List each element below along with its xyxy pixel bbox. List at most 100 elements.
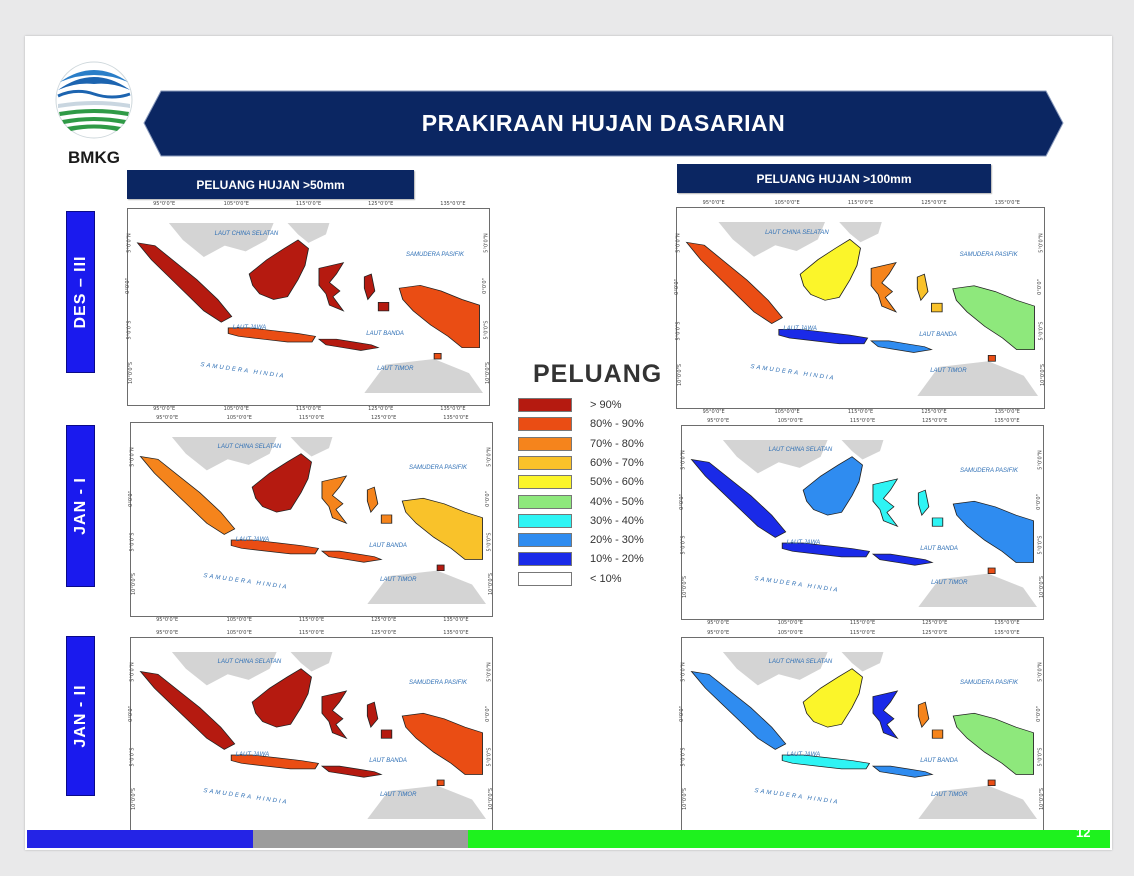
lat-tick-label: 10°0'0"S <box>485 361 492 384</box>
lon-tick-label: 95°0'0"E <box>707 620 730 626</box>
lat-tick-label: 5°0'0"N <box>680 450 687 470</box>
lat-tick-label: 10°0'0"S <box>1040 363 1047 387</box>
neighbor-land <box>917 361 1038 396</box>
map-jan-i-100mm: 95°0'0"E 105°0'0"E 115°0'0"E 125°0'0"E 135°0… <box>678 418 1045 626</box>
lon-ticks: 95°0'0"E 105°0'0"E 115°0'0"E 125°0'0"E 135°0… <box>128 406 489 414</box>
lat-tick-label: 5°0'0"N <box>680 662 687 682</box>
legend-label: 60% - 70% <box>590 456 644 469</box>
lon-tick-label: 105°0'0"E <box>777 418 803 424</box>
lon-tick-label: 135°0'0"E <box>440 201 466 207</box>
island <box>799 238 861 301</box>
page-title: PRAKIRAAN HUJAN DASARIAN <box>421 110 786 136</box>
lon-tick-label: 125°0'0"E <box>371 630 397 636</box>
map-jan-ii-50mm: 95°0'0"E 105°0'0"E 115°0'0"E 125°0'0"E 135°0… <box>127 630 496 838</box>
footer-bar-green <box>468 830 1110 848</box>
lon-tick-label: 125°0'0"E <box>371 415 397 421</box>
island <box>251 453 312 513</box>
sea-label: LAUT TIMOR <box>931 792 968 799</box>
lat-tick-label: 0°0'0" <box>1035 706 1042 723</box>
neighbor-land <box>918 785 1037 819</box>
lat-tick-label: 5°0'0"N <box>483 233 490 254</box>
lat-tick-label: 5°0'0"S <box>129 532 136 552</box>
lat-tick-label: 5°0'0"S <box>680 747 687 767</box>
lat-tick-label: 0°0'0" <box>127 706 134 723</box>
neighbor-land <box>287 223 330 243</box>
island <box>398 284 480 349</box>
lon-tick-label: 115°0'0"E <box>849 418 876 424</box>
lat-tick-label: 5°0'0"N <box>486 447 493 467</box>
legend-item: > 90% <box>518 398 663 413</box>
lat-tick-label: 5°0'0"S <box>129 747 136 767</box>
lon-tick-label: 135°0'0"E <box>994 418 1020 424</box>
island <box>136 242 233 323</box>
lat-ticks: 5°0'0"N 0°0'0" 5°0'0"S 10°0'0"S <box>485 638 496 831</box>
legend-item: 60% - 70% <box>518 455 663 471</box>
sea-label: LAUT BANDA <box>366 330 404 337</box>
lat-tick-label: 10°0'0"S <box>488 788 495 811</box>
lat-ticks: 5°0'0"N 0°0'0" 5°0'0"S 10°0'0"S <box>678 638 690 831</box>
lon-ticks: 95°0'0"E 105°0'0"E 115°0'0"E 125°0'0"E 135°0… <box>682 418 1043 426</box>
island <box>987 779 996 786</box>
lat-tick-label: 5°0'0"S <box>486 532 493 552</box>
lon-tick-label: 105°0'0"E <box>226 617 252 623</box>
island <box>781 754 871 770</box>
lat-tick-label: 0°0'0" <box>673 279 680 295</box>
island <box>916 273 943 313</box>
lat-tick-label: 0°0'0" <box>678 494 685 511</box>
lon-tick-label: 115°0'0"E <box>847 200 874 206</box>
lon-tick-label: 115°0'0"E <box>298 630 325 636</box>
island <box>436 564 445 571</box>
lon-tick-label: 125°0'0"E <box>368 201 394 207</box>
legend-label: 10% - 20% <box>590 553 644 566</box>
sea-label: LAUT BANDA <box>920 545 958 552</box>
legend-item: 10% - 20% <box>518 552 663 567</box>
lon-tick-label: 105°0'0"E <box>226 630 252 636</box>
neighbor-land <box>841 652 884 672</box>
island <box>685 241 784 324</box>
bmkg-logo: BMKG <box>52 60 136 180</box>
legend-item: 70% - 80% <box>518 436 663 452</box>
sea-label: LAUT BANDA <box>920 757 958 764</box>
legend-swatch <box>518 398 572 412</box>
legend-swatch <box>518 494 572 509</box>
lat-tick-label: 5°0'0"N <box>1037 450 1044 470</box>
map-canvas <box>690 652 1037 819</box>
neighbor-land <box>367 785 486 819</box>
lat-tick-label: 5°0'0"S <box>483 320 490 340</box>
map-jan-ii-100mm: 95°0'0"E 105°0'0"E 115°0'0"E 125°0'0"E 135°0… <box>678 630 1045 838</box>
lon-tick-label: 95°0'0"E <box>702 200 725 206</box>
lat-tick-label: 0°0'0" <box>1035 494 1042 511</box>
lat-tick-label: 0°0'0" <box>127 491 134 508</box>
lat-tick-label: 5°0'0"S <box>1037 535 1044 555</box>
lat-tick-label: 5°0'0"N <box>1038 233 1045 253</box>
lon-tick-label: 135°0'0"E <box>443 415 469 421</box>
island <box>917 701 944 739</box>
lon-ticks: 95°0'0"E 105°0'0"E 115°0'0"E 125°0'0"E 135°0… <box>677 200 1044 208</box>
island <box>320 550 383 563</box>
sea-label: LAUT TIMOR <box>931 580 968 587</box>
lon-tick-label: 125°0'0"E <box>921 200 947 206</box>
lon-tick-label: 135°0'0"E <box>994 200 1020 206</box>
legend-item: 80% - 90% <box>518 417 663 432</box>
island <box>917 489 944 527</box>
lat-tick-label: 5°0'0"S <box>1038 321 1045 341</box>
legend-item: < 10% <box>518 571 663 587</box>
legend-swatch <box>518 571 572 586</box>
island <box>318 262 345 312</box>
sea-label: SAMUDERA PASIFIK <box>959 468 1018 475</box>
lat-tick-label: 0°0'0" <box>481 278 488 295</box>
column-header-50mm: PELUANG HUJAN >50mm <box>127 170 414 199</box>
island <box>987 355 996 362</box>
neighbor-land <box>722 440 828 474</box>
logo-text: BMKG <box>68 148 120 167</box>
legend-swatch <box>518 475 572 490</box>
lon-tick-label: 125°0'0"E <box>371 617 397 623</box>
lon-tick-label: 105°0'0"E <box>774 200 800 206</box>
map-canvas <box>139 652 486 819</box>
lon-tick-label: 125°0'0"E <box>922 620 948 626</box>
lon-tick-label: 95°0'0"E <box>153 406 176 412</box>
lat-tick-label: 0°0'0" <box>678 706 685 723</box>
lon-tick-label: 115°0'0"E <box>849 630 876 636</box>
island <box>872 478 899 528</box>
map-canvas <box>685 222 1038 396</box>
